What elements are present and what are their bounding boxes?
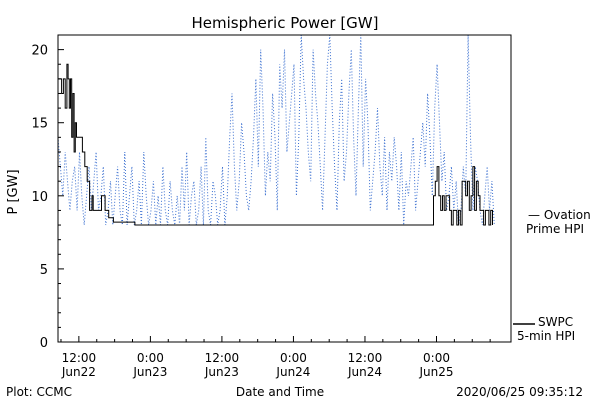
legend-ovation-line-2: Prime HPI [526, 222, 584, 236]
y-tick-label: 5 [40, 263, 48, 278]
swpc-layer [58, 63, 493, 226]
y-tick-label: 0 [40, 336, 48, 351]
x-axis: 12:00Jun220:00Jun2312:00Jun230:00Jun2412… [60, 336, 491, 379]
x-tick-date-label: Jun24 [347, 365, 382, 379]
plot-frame [57, 34, 512, 343]
footer-axis-caption: Date and Time [236, 385, 324, 399]
x-tick-date-label: Jun24 [275, 365, 310, 379]
legend: — Ovation Prime HPI SWPC 5-min HPI [513, 208, 591, 343]
y-axis-label: P [GW] [6, 169, 21, 214]
ovation-prime-layer [57, 34, 495, 226]
x-tick-time-label: 12:00 [205, 351, 240, 365]
x-tick-date-label: Jun25 [418, 365, 453, 379]
legend-ovation-line-1: — Ovation [528, 208, 591, 222]
x-tick-time-label: 12:00 [348, 351, 383, 365]
y-tick-label: 10 [31, 190, 48, 205]
x-tick-date-label: Jun23 [132, 365, 167, 379]
x-tick-date-label: Jun22 [61, 365, 96, 379]
x-tick-date-label: Jun23 [204, 365, 239, 379]
plot-area [57, 34, 512, 343]
ovation-prime-series-line [57, 34, 495, 226]
x-tick-time-label: 0:00 [423, 351, 450, 365]
y-axis: 0 5 10 15 20 [31, 44, 64, 351]
swpc-series-line [58, 63, 493, 226]
x-tick-time-label: 12:00 [62, 351, 97, 365]
chart-title: Hemispheric Power [GW] [192, 14, 379, 32]
y-tick-label: 15 [31, 117, 48, 132]
legend-swpc-line-1: SWPC [538, 315, 573, 329]
footer-timestamp: 2020/06/25 09:35:12 [456, 385, 583, 399]
y-tick-label: 20 [31, 44, 48, 59]
legend-swpc-line-2: 5-min HPI [517, 329, 575, 343]
x-tick-time-label: 0:00 [280, 351, 307, 365]
x-tick-time-label: 0:00 [137, 351, 164, 365]
footer-plot-source: Plot: CCMC [6, 385, 72, 399]
